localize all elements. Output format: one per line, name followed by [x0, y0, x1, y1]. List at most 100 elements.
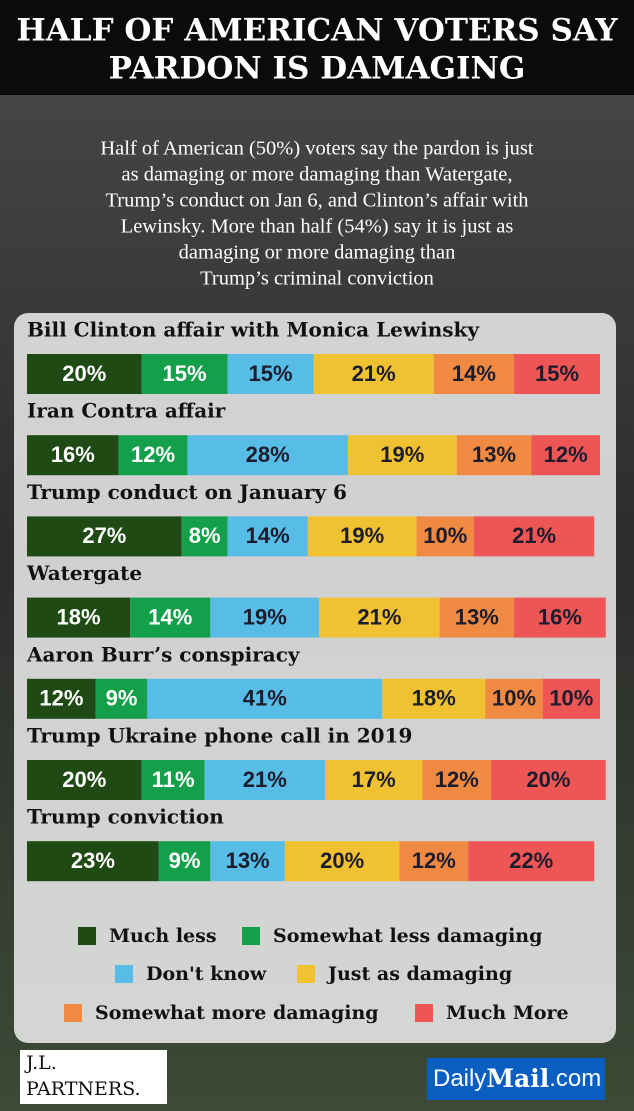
legend-swatch	[297, 965, 315, 983]
value-label: 10%	[549, 686, 593, 711]
value-label: 15%	[163, 361, 207, 386]
pollster-logo-text: J.L.	[24, 1052, 57, 1074]
value-label: 12%	[544, 442, 588, 467]
value-label: 13%	[455, 604, 499, 629]
value-label: 41%	[243, 686, 287, 711]
bar-segment	[399, 841, 469, 882]
bar-segment	[27, 678, 96, 719]
value-label: 22%	[509, 848, 553, 873]
bar-segment	[456, 435, 532, 476]
value-label: 21%	[352, 361, 396, 386]
value-label: 21%	[512, 523, 556, 548]
subtitle: as damaging or more damaging than Waterg…	[122, 164, 513, 186]
value-label: 14%	[148, 604, 192, 629]
bar-segment	[433, 354, 515, 394]
value-label: 8%	[189, 523, 221, 548]
bar-segment	[324, 760, 423, 800]
value-label: 19%	[340, 523, 384, 548]
logo-part: Mail	[486, 1064, 549, 1093]
publisher-logo	[427, 1058, 605, 1100]
bar-segment	[514, 354, 600, 394]
bar-segment	[284, 841, 400, 882]
bar-segment	[130, 597, 211, 638]
category-label: Watergate	[26, 561, 142, 585]
bar-segment	[27, 435, 119, 476]
legend-label: Much less	[109, 925, 217, 947]
category-label: Trump conduct on January 6	[27, 480, 347, 504]
value-label: 12%	[131, 442, 175, 467]
bar-segment	[158, 841, 211, 882]
value-label: 11%	[152, 767, 195, 792]
value-label: 23%	[71, 848, 115, 873]
value-label: 12%	[412, 848, 456, 873]
logo-part: .com	[549, 1065, 601, 1092]
category-label: Trump Ukraine phone call in 2019	[27, 724, 412, 748]
legend-swatch	[78, 927, 96, 945]
category-label: Trump conviction	[27, 805, 224, 829]
value-label: 20%	[62, 361, 106, 386]
bar-segment	[473, 516, 595, 557]
legend-label: Much More	[446, 1002, 569, 1024]
legend-swatch	[415, 1004, 433, 1022]
value-label: 9%	[106, 686, 138, 711]
legend-label: Don't know	[146, 963, 267, 985]
title: HALF OF AMERICAN VOTERS SAY	[16, 13, 618, 49]
value-label: 20%	[526, 767, 570, 792]
bar-segment	[227, 354, 314, 394]
bar-segment	[27, 841, 159, 882]
category-label: Bill Clinton affair with Monica Lewinsky	[27, 318, 480, 342]
value-label: 12%	[39, 686, 83, 711]
bar-segment	[531, 435, 600, 476]
value-label: 21%	[243, 767, 287, 792]
bar-segment	[27, 597, 131, 638]
logo-part: Daily	[433, 1065, 486, 1092]
bar-segment	[382, 678, 486, 719]
subtitle: Lewinsky. More than half (54%) say it is…	[121, 216, 514, 238]
value-label: 9%	[169, 848, 201, 873]
bar-segment	[542, 678, 600, 719]
pollster-logo-text: PARTNERS.	[26, 1078, 141, 1100]
bar-segment	[95, 678, 148, 719]
value-label: 13%	[472, 442, 516, 467]
subtitle: Trump’s conduct on Jan 6, and Clinton’s …	[105, 190, 528, 212]
bar-segment	[319, 597, 440, 638]
category-label: Iran Contra affair	[27, 399, 226, 423]
subtitle: damaging or more damaging than	[179, 242, 456, 264]
bar-segment	[204, 760, 325, 800]
title-band	[0, 0, 634, 95]
value-label: 14%	[246, 523, 290, 548]
subtitle: Half of American (50%) voters say the pa…	[100, 138, 534, 160]
bar-segment	[514, 597, 606, 638]
subtitle: Trump’s criminal conviction	[200, 268, 434, 290]
pollster-logo	[20, 1050, 167, 1104]
bar-segment	[491, 760, 606, 800]
publisher-logo-text: DailyMail.com	[433, 1064, 601, 1093]
bar-segment	[439, 597, 515, 638]
bar-segment	[485, 678, 543, 719]
legend-swatch	[64, 1004, 82, 1022]
bar-segment	[187, 435, 348, 476]
bar-segment	[118, 435, 188, 476]
value-label: 19%	[380, 442, 424, 467]
title: PARDON IS DAMAGING	[109, 51, 526, 87]
legend-label: Just as damaging	[326, 963, 512, 985]
bar-segment	[313, 354, 434, 394]
value-label: 13%	[226, 848, 270, 873]
bar-segment	[27, 760, 142, 800]
bar-segment	[210, 597, 320, 638]
value-label: 20%	[320, 848, 364, 873]
bar-segment	[181, 516, 228, 557]
value-label: 12%	[435, 767, 479, 792]
bar-segment	[347, 435, 457, 476]
value-label: 15%	[249, 361, 293, 386]
value-label: 20%	[62, 767, 106, 792]
value-label: 27%	[82, 523, 126, 548]
bar-segment	[27, 354, 142, 394]
value-label: 21%	[357, 604, 401, 629]
bar-segment	[141, 354, 228, 394]
bar-segment	[468, 841, 595, 882]
bar-segment	[147, 678, 383, 719]
value-label: 18%	[57, 604, 101, 629]
value-label: 10%	[492, 686, 536, 711]
